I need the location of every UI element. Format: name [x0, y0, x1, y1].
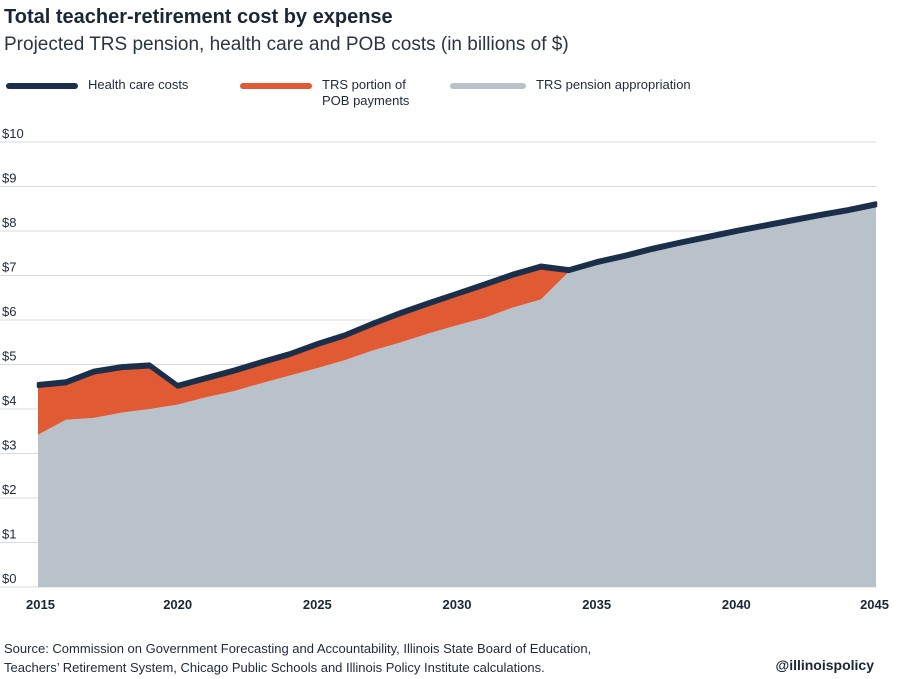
y-tick-label-7: $7 — [2, 260, 16, 275]
axis-layer: $0 $1 $2 $3 $4 $5 $6 $7 $8 $9 $10 2015 2020 2025 2030 2… — [2, 126, 889, 612]
legend-item-pension: TRS pension appropriation — [450, 77, 691, 93]
x-tick-label-2045: 2045 — [860, 597, 889, 612]
legend-label-pension: TRS pension appropriation — [536, 77, 691, 92]
x-tick-label-2040: 2040 — [722, 597, 751, 612]
legend-item-health: Health care costs — [6, 77, 188, 93]
area-series-pension — [38, 206, 876, 587]
legend-label-health: Health care costs — [88, 77, 189, 92]
y-tick-label-5: $5 — [2, 349, 16, 364]
page-subtitle: Projected TRS pension, health care and P… — [4, 34, 569, 55]
area-series-pob — [38, 206, 876, 435]
x-tick-label-2030: 2030 — [443, 597, 472, 612]
y-tick-label-0: $0 — [2, 571, 16, 586]
twitter-handle: @illinoispolicy — [775, 657, 874, 673]
legend-swatch-health — [6, 83, 78, 89]
page-title: Total teacher-retirement cost by expense — [4, 6, 393, 28]
source-line-1: Source: Commission on Government Forecas… — [4, 641, 592, 656]
x-tick-label-2035: 2035 — [582, 597, 611, 612]
y-tick-label-8: $8 — [2, 215, 16, 230]
y-tick-label-10: $10 — [2, 126, 24, 141]
area-series-health — [36, 201, 878, 389]
x-tick-label-2020: 2020 — [163, 597, 192, 612]
y-tick-label-6: $6 — [2, 304, 16, 319]
area-layer — [36, 201, 878, 587]
y-tick-label-4: $4 — [2, 393, 16, 408]
x-tick-label-2025: 2025 — [303, 597, 332, 612]
source-line-2: Teachers’ Retirement System, Chicago Pub… — [4, 660, 545, 675]
legend-swatch-pob — [240, 83, 312, 89]
y-tick-label-9: $9 — [2, 171, 16, 186]
y-tick-label-1: $1 — [2, 527, 16, 542]
legend-item-pob: TRS portion of POB payments — [240, 77, 409, 109]
y-tick-label-2: $2 — [2, 482, 16, 497]
x-tick-label-2015: 2015 — [26, 597, 55, 612]
y-tick-label-3: $3 — [2, 438, 16, 453]
source-note: Source: Commission on Government Forecas… — [4, 639, 704, 677]
legend-label-pob: TRS portion of POB payments — [322, 77, 410, 108]
legend-swatch-pension — [450, 83, 526, 89]
